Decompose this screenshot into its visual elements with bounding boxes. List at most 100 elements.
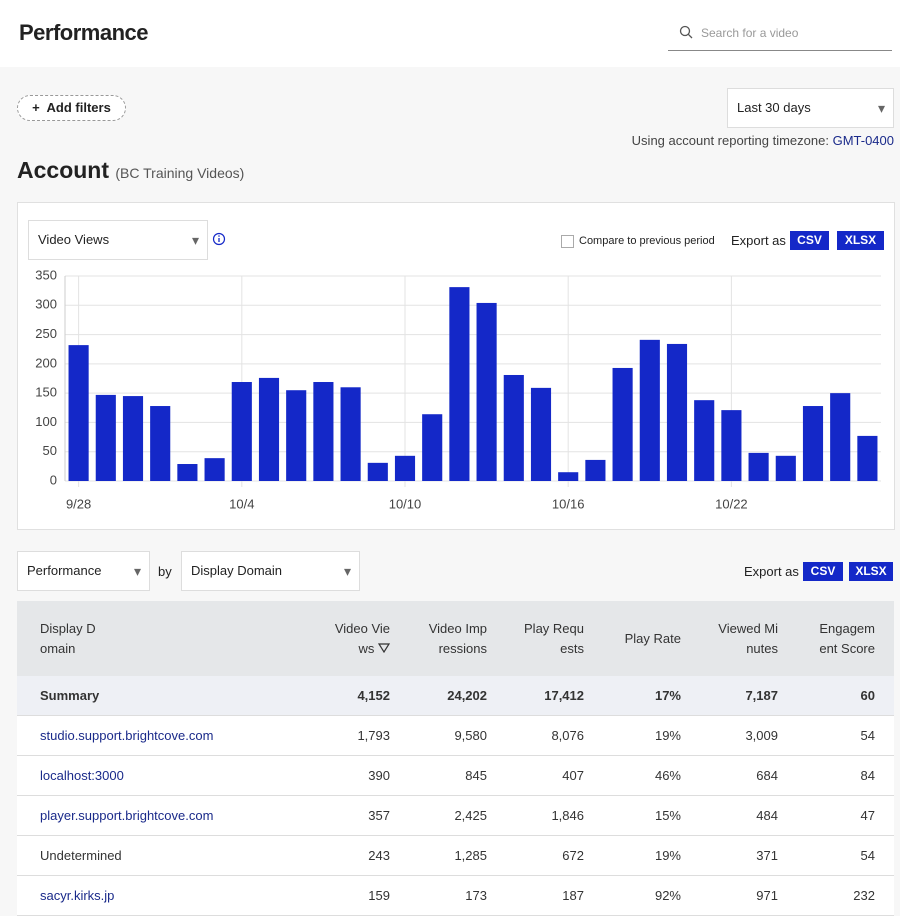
column-header[interactable]: Play Requests	[506, 601, 603, 676]
dimension-select[interactable]: Display Domain	[181, 551, 360, 591]
bar	[613, 368, 633, 481]
value-cell: 672	[506, 836, 603, 876]
compare-checkbox[interactable]	[561, 235, 574, 248]
value-cell: 46%	[603, 756, 700, 796]
table-metric: Performance	[27, 563, 101, 578]
metric-label: Video Views	[38, 232, 109, 247]
summary-cell: 24,202	[409, 676, 506, 716]
value-cell: 484	[700, 796, 797, 836]
search-box[interactable]: Search for a video	[668, 16, 892, 51]
bar	[449, 287, 469, 481]
column-header[interactable]: Video Impressions	[409, 601, 506, 676]
domain-cell[interactable]: player.support.brightcove.com	[17, 796, 312, 836]
value-cell: 845	[409, 756, 506, 796]
value-cell: 357	[312, 796, 409, 836]
domain-cell[interactable]: studio.support.brightcove.com	[17, 716, 312, 756]
data-table: Display Domain Video Views Video Impressi…	[17, 601, 894, 916]
summary-cell: 17%	[603, 676, 700, 716]
add-filters-button[interactable]: + Add filters	[17, 95, 126, 121]
summary-cell: 4,152	[312, 676, 409, 716]
column-header[interactable]: Viewed Minutes	[700, 601, 797, 676]
value-cell: 9,580	[409, 716, 506, 756]
summary-cell: 7,187	[700, 676, 797, 716]
bar	[803, 406, 823, 481]
value-cell: 684	[700, 756, 797, 796]
column-header[interactable]: Engagement Score	[797, 601, 894, 676]
timezone-note: Using account reporting timezone: GMT-04…	[632, 133, 894, 148]
y-tick-label: 150	[35, 385, 57, 400]
timezone-link[interactable]: GMT-0400	[833, 133, 894, 148]
search-placeholder: Search for a video	[701, 26, 798, 40]
value-cell: 8,076	[506, 716, 603, 756]
domain-cell[interactable]: sacyr.kirks.jp	[17, 876, 312, 916]
column-header[interactable]: Display Domain	[17, 601, 312, 676]
export-label: Export as	[731, 233, 786, 248]
by-label: by	[158, 564, 172, 579]
table-row: localhost:300039084540746%68484	[17, 756, 894, 796]
y-tick-label: 200	[35, 355, 57, 370]
value-cell: 84	[797, 756, 894, 796]
bar	[694, 400, 714, 481]
account-heading: Account (BC Training Videos)	[17, 157, 244, 184]
value-cell: 407	[506, 756, 603, 796]
column-header-label: Play Rate	[625, 629, 681, 649]
x-tick-label: 10/22	[715, 496, 748, 511]
value-cell: 1,285	[409, 836, 506, 876]
column-header-label: Engagement Score	[815, 619, 875, 659]
account-title: Account	[17, 157, 109, 183]
dimension-label: Display Domain	[191, 563, 282, 578]
bar	[341, 387, 361, 481]
value-cell: 19%	[603, 716, 700, 756]
x-tick-label: 10/10	[389, 496, 422, 511]
y-tick-label: 50	[43, 443, 57, 458]
value-cell: 1,846	[506, 796, 603, 836]
column-header-label: Play Requests	[524, 619, 584, 659]
bar	[640, 340, 660, 481]
bar	[667, 344, 687, 481]
date-range-select[interactable]: Last 30 days	[727, 88, 894, 128]
compare-label: Compare to previous period	[579, 235, 715, 247]
column-header-label: Video Impressions	[427, 619, 487, 659]
date-range: Last 30 days	[737, 100, 811, 115]
csv-button[interactable]: CSV	[790, 231, 829, 250]
column-header[interactable]: Video Views	[312, 601, 409, 676]
y-tick-label: 100	[35, 414, 57, 429]
info-icon[interactable]	[212, 232, 226, 246]
value-cell: 3,009	[700, 716, 797, 756]
bar	[123, 396, 143, 481]
bar	[585, 460, 605, 481]
column-header-text: Video Impressions	[429, 621, 487, 656]
bar	[150, 406, 170, 481]
bar	[395, 456, 415, 481]
bar	[232, 382, 252, 481]
column-header-label: Display Domain	[40, 619, 100, 659]
bar	[504, 375, 524, 481]
header-row: Display Domain Video Views Video Impressi…	[17, 601, 894, 676]
metric-select[interactable]: Video Views	[28, 220, 208, 260]
sort-icon	[378, 643, 390, 653]
table-export-label: Export as	[744, 564, 799, 579]
domain-cell: Undetermined	[17, 836, 312, 876]
column-header[interactable]: Play Rate	[603, 601, 700, 676]
y-tick-label: 250	[35, 326, 57, 341]
bar	[776, 456, 796, 481]
table-xlsx-button[interactable]: XLSX	[849, 562, 893, 581]
domain-cell[interactable]: localhost:3000	[17, 756, 312, 796]
bar	[477, 303, 497, 481]
y-tick-label: 350	[35, 267, 57, 282]
value-cell: 47	[797, 796, 894, 836]
bar	[205, 458, 225, 481]
value-cell: 1,793	[312, 716, 409, 756]
bar	[368, 463, 388, 481]
column-header-label: Video Views	[330, 619, 390, 659]
table-metric-select[interactable]: Performance	[17, 551, 150, 591]
bar	[69, 345, 89, 481]
value-cell: 390	[312, 756, 409, 796]
value-cell: 173	[409, 876, 506, 916]
table-row: sacyr.kirks.jp15917318792%971232	[17, 876, 894, 916]
value-cell: 2,425	[409, 796, 506, 836]
x-tick-label: 10/16	[552, 496, 585, 511]
summary-cell: Summary	[17, 676, 312, 716]
table-csv-button[interactable]: CSV	[803, 562, 843, 581]
xlsx-button[interactable]: XLSX	[837, 231, 884, 250]
